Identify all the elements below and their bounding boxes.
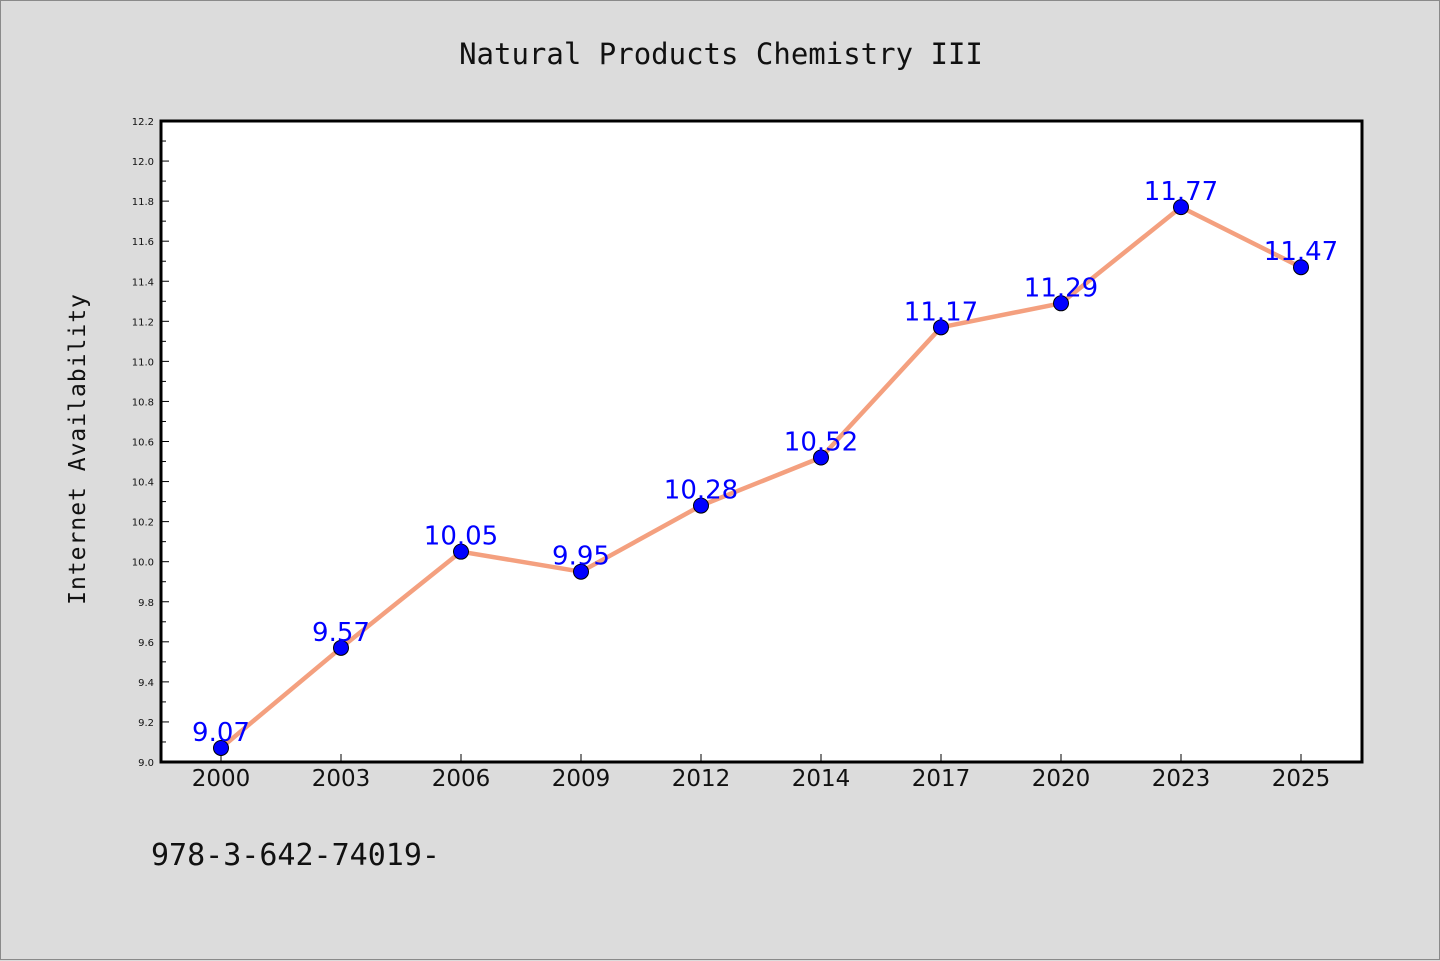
y-tick-label: 10.0 bbox=[132, 558, 154, 569]
x-tick-label: 2006 bbox=[432, 766, 491, 792]
y-axis-label: Internet Availability bbox=[65, 293, 91, 605]
data-point bbox=[1293, 259, 1309, 276]
y-tick-label: 9.0 bbox=[138, 758, 154, 769]
y-tick-label: 9.8 bbox=[138, 598, 154, 609]
y-tick-label: 12.0 bbox=[132, 157, 154, 168]
x-tick-label: 2014 bbox=[792, 766, 851, 792]
x-tick-label: 2017 bbox=[912, 766, 971, 792]
data-point bbox=[453, 543, 469, 560]
y-tick-label: 11.6 bbox=[132, 237, 154, 248]
y-tick-label: 11.2 bbox=[132, 317, 154, 328]
data-point bbox=[573, 563, 589, 580]
x-tick-label: 2020 bbox=[1032, 766, 1091, 792]
data-point bbox=[813, 449, 829, 466]
plot-area bbox=[159, 119, 1364, 764]
y-tick-label: 9.6 bbox=[138, 638, 154, 649]
y-tick-label: 10.2 bbox=[132, 518, 154, 529]
data-label: 11.47 bbox=[1264, 237, 1338, 267]
data-label: 9.57 bbox=[312, 618, 370, 648]
series-group bbox=[213, 199, 1309, 756]
series-line bbox=[218, 204, 1304, 751]
y-tick-label: 9.4 bbox=[138, 678, 154, 689]
y-tick-label: 12.2 bbox=[132, 117, 154, 128]
data-point bbox=[1173, 199, 1189, 216]
data-label: 11.77 bbox=[1144, 177, 1218, 207]
data-label: 11.17 bbox=[904, 297, 978, 327]
x-tick-label: 2025 bbox=[1272, 766, 1331, 792]
data-point bbox=[693, 497, 709, 514]
y-tick-label: 9.2 bbox=[138, 718, 154, 729]
x-axis: 2000 2003 2006 2009 2012 2014 2017 2020 2023 2025 bbox=[192, 754, 1331, 792]
data-label: 9.95 bbox=[552, 542, 610, 572]
x-tick-label: 2012 bbox=[672, 766, 731, 792]
data-label: 10.28 bbox=[664, 476, 738, 506]
chart-title: Natural Products Chemistry III bbox=[459, 37, 983, 71]
data-label: 11.29 bbox=[1024, 273, 1098, 303]
y-tick-label: 10.6 bbox=[132, 438, 154, 449]
data-point bbox=[933, 319, 949, 336]
y-tick-label: 10.8 bbox=[132, 397, 154, 408]
x-tick-label: 2023 bbox=[1152, 766, 1211, 792]
x-tick-label: 2009 bbox=[552, 766, 611, 792]
y-tick-label: 11.0 bbox=[132, 357, 154, 368]
data-labels: 9.07 9.57 10.05 9.95 10.28 10.52 11.17 11.29 11.… bbox=[192, 177, 1338, 748]
y-axis: 9.0 9.2 9.4 9.6 9.8 10.0 10.2 10.4 10.6 10.8 11.0 1… bbox=[132, 117, 169, 769]
x-tick-label: 2003 bbox=[312, 766, 371, 792]
data-label: 10.52 bbox=[784, 428, 858, 458]
x-tick-label: 2000 bbox=[192, 766, 251, 792]
data-label: 10.05 bbox=[424, 522, 498, 552]
data-point bbox=[333, 639, 349, 656]
data-point bbox=[1053, 295, 1069, 312]
y-tick-label: 10.4 bbox=[132, 478, 154, 489]
footer-code: 978-3-642-74019- bbox=[151, 838, 440, 873]
y-tick-label: 11.8 bbox=[132, 197, 154, 208]
y-tick-label: 11.4 bbox=[132, 277, 154, 288]
data-point bbox=[213, 739, 229, 756]
data-label: 9.07 bbox=[192, 718, 250, 748]
